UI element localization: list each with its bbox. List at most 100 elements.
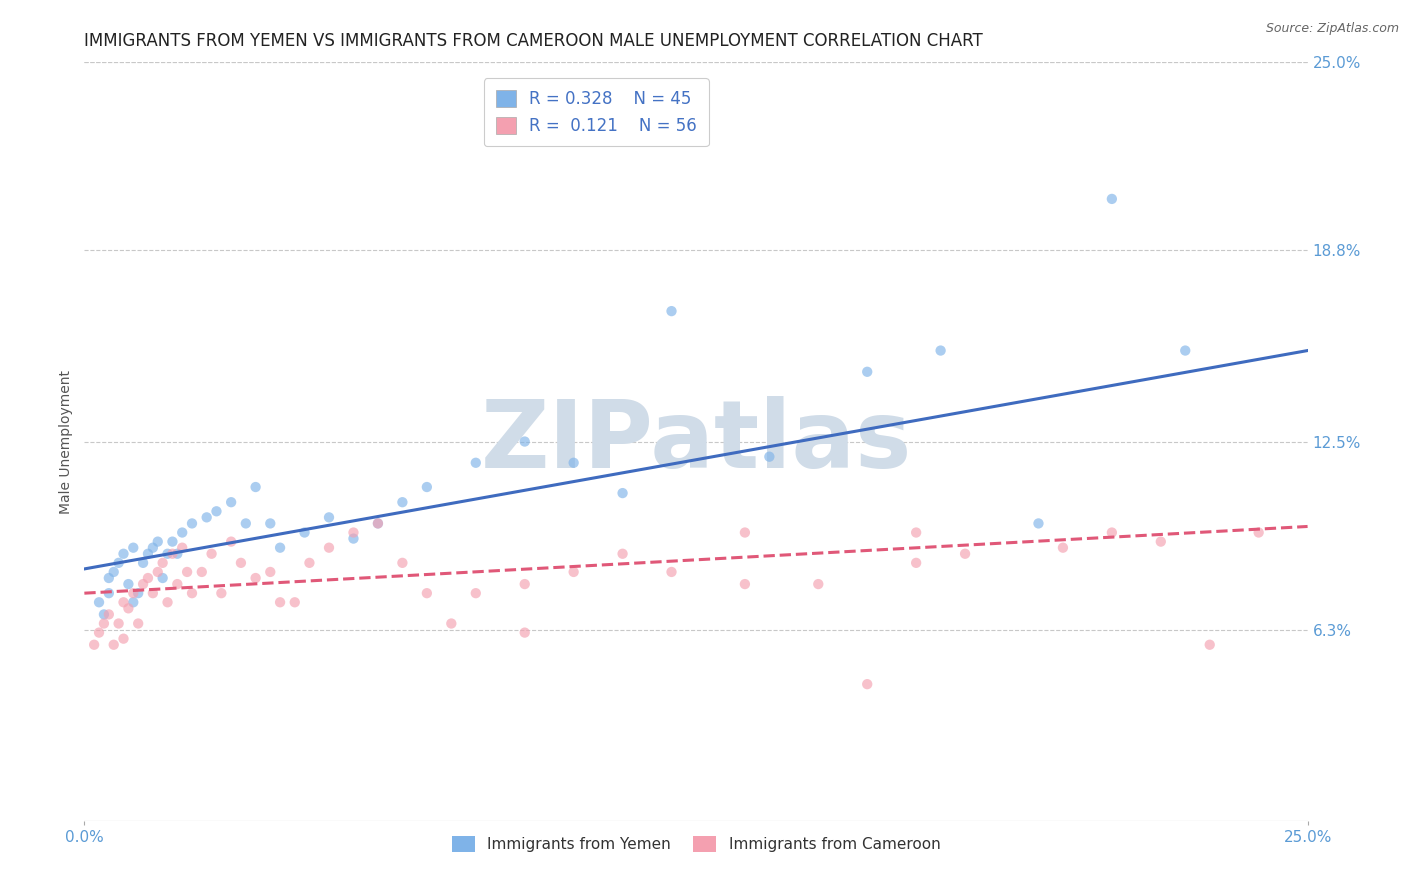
Point (117, 577, 139, 591)
Point (122, 586, 145, 600)
Point (172, 541, 194, 555)
Point (146, 534, 169, 549)
Point (93, 616, 115, 631)
Point (1101, 192, 1123, 206)
Point (367, 516, 389, 531)
Point (259, 565, 281, 579)
Point (269, 541, 291, 555)
Point (1247, 525, 1270, 540)
Point (758, 450, 780, 464)
Point (146, 565, 169, 579)
Point (807, 577, 830, 591)
Point (117, 601, 139, 615)
Point (318, 510, 340, 524)
Text: IMMIGRANTS FROM YEMEN VS IMMIGRANTS FROM CAMEROON MALE UNEMPLOYMENT CORRELATION : IMMIGRANTS FROM YEMEN VS IMMIGRANTS FROM… (84, 32, 983, 50)
Point (342, 525, 364, 540)
Point (513, 625, 536, 640)
Point (219, 495, 242, 509)
Point (1174, 343, 1197, 358)
Point (245, 480, 267, 494)
Point (97, 607, 120, 622)
Point (416, 586, 439, 600)
Legend: Immigrants from Yemen, Immigrants from Cameroon: Immigrants from Yemen, Immigrants from C… (446, 830, 946, 858)
Point (284, 595, 307, 609)
Point (97, 571, 120, 585)
Point (367, 516, 389, 531)
Point (107, 616, 129, 631)
Point (259, 516, 281, 531)
Point (734, 525, 756, 540)
Point (83, 638, 105, 652)
Text: ZIPatlas: ZIPatlas (481, 395, 911, 488)
Point (929, 343, 952, 358)
Point (416, 480, 439, 494)
Point (734, 577, 756, 591)
Point (562, 456, 585, 470)
Point (953, 547, 976, 561)
Point (235, 516, 257, 531)
Point (112, 547, 135, 561)
Point (87, 595, 110, 609)
Point (112, 632, 135, 646)
Point (440, 616, 463, 631)
Point (269, 595, 291, 609)
Point (93, 607, 115, 622)
Point (1150, 534, 1173, 549)
Point (209, 586, 232, 600)
Point (200, 547, 222, 561)
Point (156, 595, 179, 609)
Point (464, 586, 486, 600)
Point (229, 556, 252, 570)
Point (661, 565, 683, 579)
Point (1101, 525, 1123, 540)
Point (513, 434, 536, 449)
Point (166, 547, 188, 561)
Point (562, 565, 585, 579)
Point (156, 547, 179, 561)
Point (661, 304, 683, 318)
Point (136, 571, 159, 585)
Point (205, 504, 228, 518)
Point (162, 547, 184, 561)
Point (391, 556, 413, 570)
Point (107, 556, 129, 570)
Point (122, 595, 145, 609)
Point (166, 577, 188, 591)
Point (132, 577, 155, 591)
Point (87, 625, 110, 640)
Point (127, 616, 149, 631)
Point (132, 556, 155, 570)
Point (97, 586, 120, 600)
Point (856, 677, 879, 691)
Point (176, 565, 198, 579)
Point (181, 586, 204, 600)
Point (298, 556, 321, 570)
Point (905, 556, 928, 570)
Point (1052, 541, 1074, 555)
Point (142, 541, 165, 555)
Point (112, 595, 135, 609)
Point (152, 571, 174, 585)
Point (245, 571, 267, 585)
Point (513, 577, 536, 591)
Point (612, 547, 634, 561)
Point (127, 586, 149, 600)
Y-axis label: Male Unemployment: Male Unemployment (59, 369, 73, 514)
Point (219, 534, 242, 549)
Point (612, 486, 634, 500)
Point (162, 534, 184, 549)
Point (318, 541, 340, 555)
Point (103, 638, 125, 652)
Point (464, 456, 486, 470)
Point (342, 532, 364, 546)
Point (856, 365, 879, 379)
Point (294, 525, 316, 540)
Point (905, 525, 928, 540)
Point (1028, 516, 1050, 531)
Point (172, 525, 194, 540)
Point (142, 586, 165, 600)
Point (195, 510, 218, 524)
Point (1198, 638, 1220, 652)
Point (152, 556, 174, 570)
Point (191, 565, 214, 579)
